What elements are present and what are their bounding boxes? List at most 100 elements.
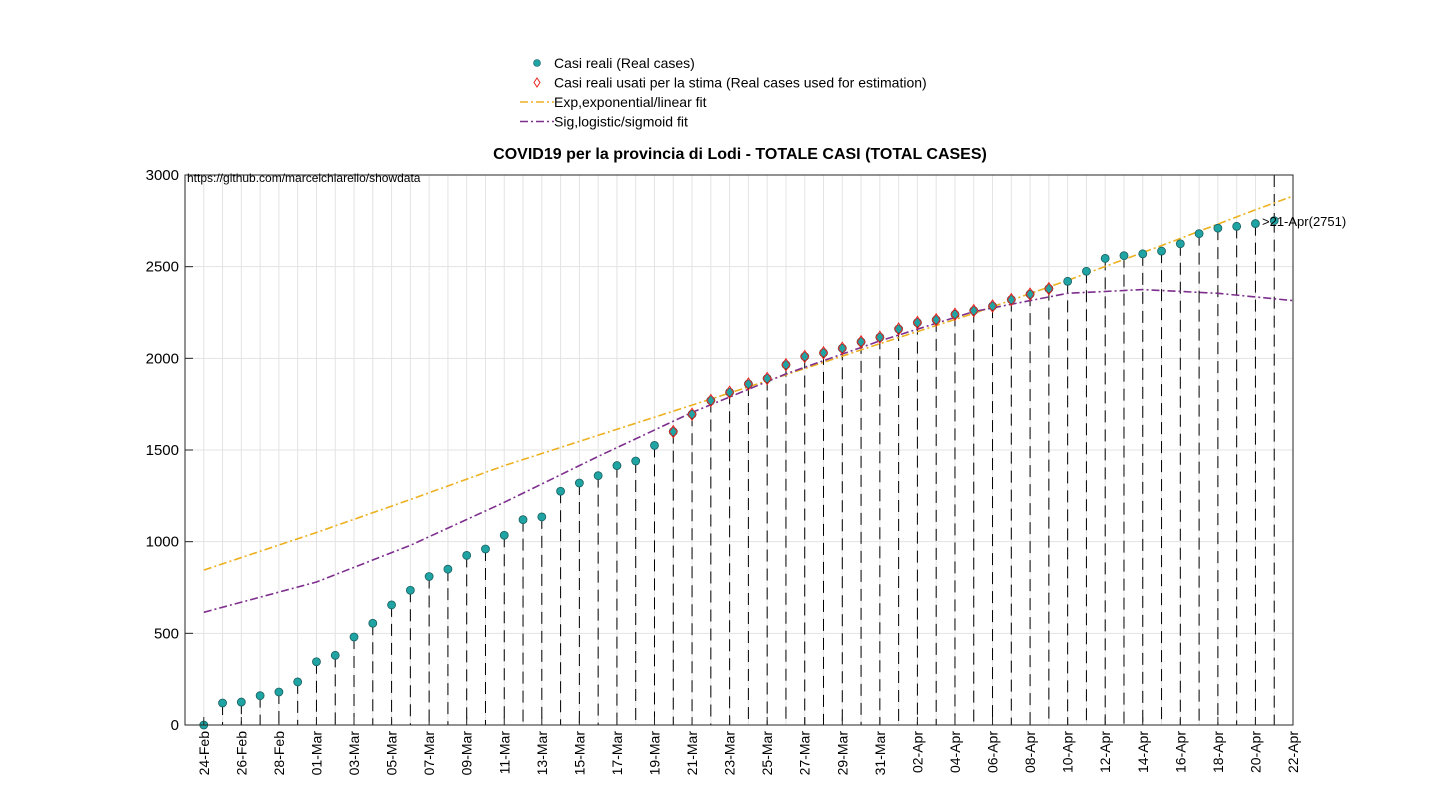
- estimation-point: [837, 341, 847, 356]
- real-case-point: [631, 456, 641, 466]
- real-case-point: [518, 515, 528, 525]
- x-tick-label: 19-Mar: [646, 731, 662, 776]
- y-tick-label: 1500: [146, 442, 179, 459]
- estimation-point: [687, 407, 697, 422]
- data-points: [199, 216, 1279, 730]
- estimation-point: [912, 315, 923, 330]
- real-case-point: [387, 600, 396, 610]
- estimation-point: [800, 349, 810, 364]
- x-tick-label: 12-Apr: [1097, 731, 1113, 773]
- real-case-point: [462, 551, 472, 560]
- estimation-point: [1025, 287, 1035, 302]
- x-tick-label: 14-Apr: [1135, 731, 1151, 773]
- estimation-point: [725, 385, 735, 400]
- estimation-point: [762, 371, 772, 386]
- x-tick-label: 17-Mar: [609, 731, 625, 776]
- real-case-point: [218, 698, 227, 708]
- y-tick-label: 2000: [146, 350, 179, 367]
- x-tick-label: 11-Mar: [496, 731, 512, 775]
- estimation-point: [875, 330, 885, 345]
- legend-entry-label: Casi reali (Real cases): [554, 55, 695, 71]
- estimation-point: [1006, 292, 1016, 307]
- real-case-point: [931, 315, 941, 325]
- x-tick-label: 18-Apr: [1210, 731, 1226, 773]
- estimation-point: [781, 357, 791, 372]
- x-tick-label: 27-Mar: [797, 731, 813, 776]
- real-case-point: [1138, 249, 1148, 259]
- real-case-point: [236, 697, 246, 707]
- real-case-point: [574, 478, 584, 488]
- x-tick-label: 22-Apr: [1285, 731, 1301, 773]
- x-tick-label: 03-Mar: [346, 731, 362, 776]
- real-case-point: [499, 530, 509, 540]
- legend-marker-real-cases: [533, 59, 541, 67]
- real-case-point: [725, 387, 735, 397]
- x-tick-label: 07-Mar: [421, 731, 437, 776]
- x-tick-label: 01-Mar: [308, 731, 324, 776]
- real-case-point: [1269, 216, 1279, 226]
- estimation-point: [818, 345, 829, 360]
- real-case-point: [1213, 223, 1223, 233]
- x-tick-label: 08-Apr: [1022, 731, 1038, 773]
- real-case-point: [1119, 251, 1129, 261]
- real-case-point: [969, 306, 979, 316]
- x-tick-label: 10-Apr: [1060, 731, 1076, 773]
- last-point-annotation: >21-Apr(2751): [1262, 214, 1346, 229]
- x-tick-label: 02-Apr: [909, 731, 925, 773]
- real-case-point: [349, 632, 359, 642]
- x-tick-label: 25-Mar: [759, 731, 775, 776]
- source-url-annotation: https://github.com/marcelchiarello/showd…: [187, 171, 421, 185]
- real-case-point: [1006, 295, 1016, 305]
- real-case-point: [1063, 276, 1073, 286]
- real-case-point: [405, 585, 415, 595]
- x-tick-label: 28-Feb: [271, 731, 287, 776]
- chart-title: COVID19 per la provincia di Lodi - TOTAL…: [493, 146, 987, 163]
- real-case-point: [743, 379, 753, 389]
- real-case-point: [650, 441, 659, 450]
- real-case-point: [255, 691, 265, 701]
- real-case-point: [612, 461, 622, 470]
- legend-entry-label: Sig,logistic/sigmoid fit: [554, 114, 688, 130]
- real-case-point: [1044, 284, 1054, 294]
- real-case-point: [875, 332, 885, 342]
- real-case-point: [856, 337, 866, 347]
- x-tick-label: 13-Mar: [534, 731, 550, 776]
- x-tick-label: 04-Apr: [947, 731, 963, 773]
- real-case-point: [668, 427, 678, 437]
- sigmoid-fit-line: [203, 288, 1294, 614]
- real-case-point: [368, 618, 378, 628]
- real-case-point: [706, 396, 716, 405]
- estimation-point: [743, 377, 753, 391]
- legend-entry-label: Exp,exponential/linear fit: [554, 94, 707, 110]
- x-tick-label: 23-Mar: [722, 731, 738, 776]
- estimation-point: [950, 307, 960, 322]
- x-tick-label: 09-Mar: [459, 731, 475, 776]
- real-case-point: [443, 564, 453, 574]
- real-case-point: [293, 677, 303, 687]
- x-tick-label: 15-Mar: [571, 731, 587, 776]
- axes: 24-Feb 26-Feb 28-Feb 01-Mar 03-Mar 05-Mar 07-M…: [146, 167, 1301, 775]
- x-tick-label: 16-Apr: [1172, 731, 1188, 773]
- real-case-point: [687, 409, 697, 419]
- real-case-point: [988, 301, 997, 311]
- real-case-point: [1232, 221, 1242, 231]
- real-case-point: [950, 309, 960, 319]
- x-tick-label: 29-Mar: [834, 731, 850, 776]
- real-case-point: [274, 687, 284, 697]
- real-case-point: [819, 348, 828, 358]
- x-tick-label: 21-Mar: [684, 731, 700, 776]
- x-tick-label: 26-Feb: [233, 731, 249, 776]
- estimation-point: [856, 334, 866, 349]
- estimation-point: [987, 299, 998, 313]
- legend-entry-label: Casi reali usati per la stima (Real case…: [554, 75, 927, 91]
- legend: Casi reali (Real cases) Casi reali usati …: [520, 55, 927, 130]
- x-tick-label: 31-Mar: [872, 731, 888, 776]
- real-case-point: [312, 657, 321, 667]
- estimation-point: [894, 322, 904, 336]
- real-case-point: [781, 360, 791, 370]
- real-case-point: [1025, 289, 1035, 299]
- exp-fit-line: [203, 195, 1294, 571]
- y-tick-label: 500: [154, 625, 179, 642]
